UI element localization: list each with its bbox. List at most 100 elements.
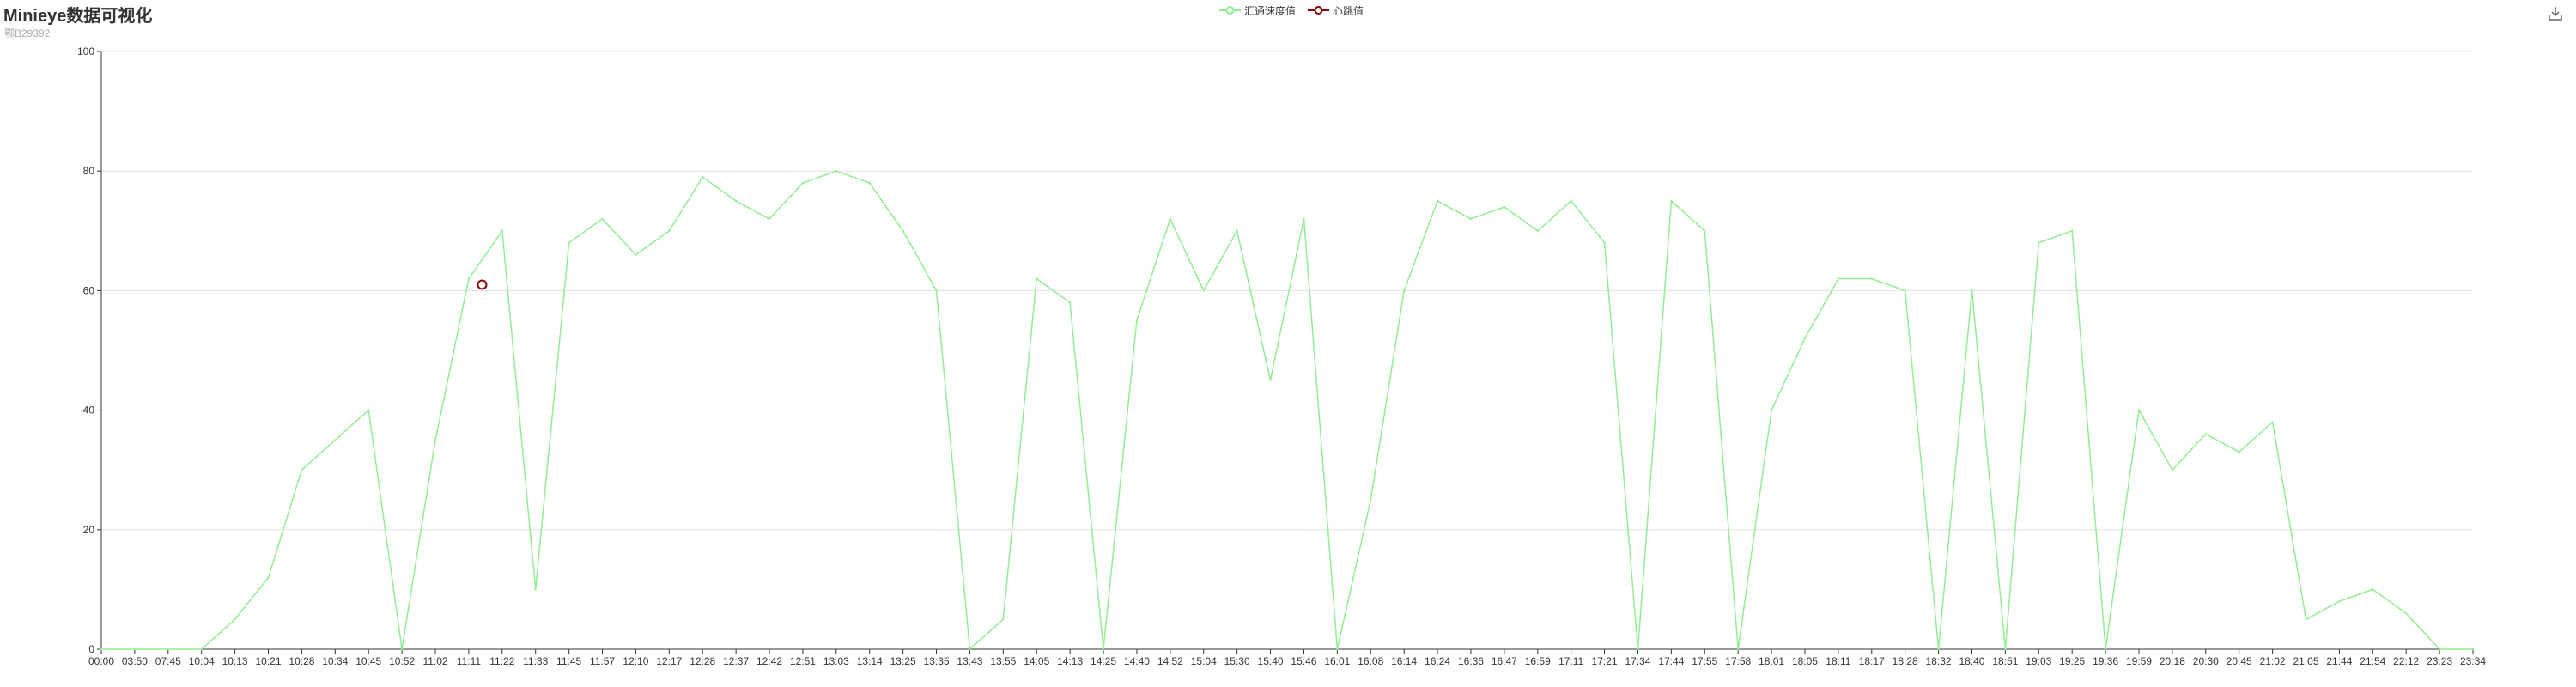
x-tick-label-44: 17:11 <box>1558 655 1583 667</box>
x-tick-label-54: 18:28 <box>1893 655 1918 667</box>
x-tick-label-69: 22:12 <box>2393 655 2419 667</box>
chart-subtitle: 鄂B29392 <box>4 27 51 40</box>
speed-point-9 <box>467 277 471 280</box>
x-tick-label-67: 21:44 <box>2326 655 2352 667</box>
x-tick-label-59: 19:25 <box>2059 655 2085 667</box>
legend-item-heartbeat[interactable]: 心跳值 <box>1308 3 1364 18</box>
x-tick-label-35: 15:40 <box>1258 655 1284 667</box>
speed-point-29 <box>1135 319 1139 322</box>
speed-point-14 <box>635 253 637 256</box>
y-tick-label-5: 100 <box>77 46 94 58</box>
speed-point-41 <box>1536 229 1539 232</box>
x-tick-label-10: 11:02 <box>422 655 447 667</box>
x-tick-label-7: 10:34 <box>322 655 348 667</box>
x-tick-label-21: 12:51 <box>790 655 816 667</box>
speed-point-57 <box>2070 229 2074 232</box>
speed-point-5 <box>334 439 337 441</box>
speed-point-8 <box>434 439 437 441</box>
speed-point-16 <box>702 175 704 179</box>
speed-point-15 <box>668 229 671 232</box>
x-tick-label-71: 23:34 <box>2460 655 2486 667</box>
x-tick-label-37: 16:01 <box>1324 655 1350 667</box>
x-tick-label-5: 10:21 <box>255 655 281 667</box>
speed-point-46 <box>1704 229 1706 232</box>
y-tick-label-1: 20 <box>83 524 95 536</box>
speed-point-44 <box>1637 647 1639 651</box>
speed-point-61 <box>2204 433 2207 435</box>
x-tick-label-12: 11:22 <box>489 655 514 667</box>
speed-point-50 <box>1837 277 1840 280</box>
speed-point-37 <box>1402 289 1406 292</box>
speed-point-53 <box>1937 647 1940 651</box>
speed-point-20 <box>835 170 838 173</box>
speed-point-51 <box>1870 277 1873 280</box>
x-tick-label-62: 20:18 <box>2160 655 2185 667</box>
speed-point-45 <box>1670 199 1673 203</box>
speed-point-25 <box>1002 618 1005 621</box>
speed-point-36 <box>1370 498 1372 502</box>
x-tick-label-58: 19:03 <box>2026 655 2051 667</box>
x-tick-label-27: 13:55 <box>990 655 1016 667</box>
speed-point-58 <box>2104 647 2107 651</box>
legend-item-speed[interactable]: 汇通速度值 <box>1219 3 1296 18</box>
speed-point-0 <box>100 647 103 651</box>
x-tick-label-18: 12:28 <box>690 655 715 667</box>
x-tick-label-4: 10:13 <box>222 655 248 667</box>
x-tick-label-29: 14:13 <box>1057 655 1083 667</box>
legend-speed-label: 汇通速度值 <box>1244 4 1297 17</box>
speed-series-line <box>101 170 2473 651</box>
speed-point-68 <box>2438 647 2441 651</box>
x-tick-label-14: 11:45 <box>556 655 581 667</box>
speed-point-21 <box>868 181 871 185</box>
x-tick-label-39: 16:14 <box>1391 655 1417 667</box>
speed-point-43 <box>1603 241 1606 244</box>
speed-point-26 <box>1036 277 1038 280</box>
x-tick-label-32: 14:52 <box>1157 655 1183 667</box>
y-tick-label-2: 40 <box>83 404 95 416</box>
x-tick-label-24: 13:25 <box>890 655 916 667</box>
speed-point-12 <box>568 241 570 244</box>
speed-point-65 <box>2338 600 2341 603</box>
speed-point-66 <box>2372 588 2374 591</box>
legend-heartbeat-label: 心跳值 <box>1333 4 1364 17</box>
x-tick-label-13: 11:33 <box>523 655 548 667</box>
heartbeat-point-0 <box>477 279 488 290</box>
x-tick-label-65: 21:02 <box>2260 655 2286 667</box>
x-tick-label-64: 20:45 <box>2227 655 2252 667</box>
x-tick-label-36: 15:46 <box>1291 655 1316 667</box>
speed-point-19 <box>801 181 805 185</box>
speed-point-67 <box>2404 612 2408 615</box>
speed-point-56 <box>2038 241 2040 244</box>
x-tick-label-43: 16:59 <box>1525 655 1551 667</box>
x-tick-label-61: 19:59 <box>2126 655 2152 667</box>
x-tick-label-8: 10:45 <box>355 655 381 667</box>
speed-point-10 <box>501 229 504 232</box>
speed-point-18 <box>768 217 771 221</box>
x-tick-label-40: 16:24 <box>1425 655 1450 667</box>
speed-point-22 <box>902 229 904 232</box>
x-tick-label-52: 18:11 <box>1826 655 1850 667</box>
x-tick-label-63: 20:30 <box>2193 655 2219 667</box>
legend: 汇通速度值 心跳值 <box>1219 2 1376 19</box>
x-tick-label-11: 11:11 <box>457 655 482 667</box>
speed-point-28 <box>1102 647 1105 651</box>
x-tick-label-51: 18:05 <box>1792 655 1818 667</box>
download-icon[interactable] <box>2547 5 2564 22</box>
speed-point-62 <box>2238 451 2240 453</box>
x-tick-label-15: 11:57 <box>590 655 615 667</box>
speed-point-48 <box>1770 409 1773 411</box>
x-tick-label-66: 21:05 <box>2293 655 2318 667</box>
speed-point-11 <box>534 588 537 591</box>
speed-point-24 <box>969 647 971 651</box>
y-tick-label-0: 0 <box>88 643 94 655</box>
speed-point-30 <box>1169 217 1172 221</box>
y-tick-label-3: 60 <box>83 284 95 296</box>
speed-point-55 <box>2004 647 2007 651</box>
speed-point-60 <box>2171 469 2174 471</box>
x-tick-label-53: 18:17 <box>1859 655 1885 667</box>
speed-point-34 <box>1303 217 1305 221</box>
speed-point-32 <box>1236 229 1238 232</box>
speed-point-42 <box>1570 199 1572 203</box>
x-tick-label-48: 17:55 <box>1692 655 1717 667</box>
